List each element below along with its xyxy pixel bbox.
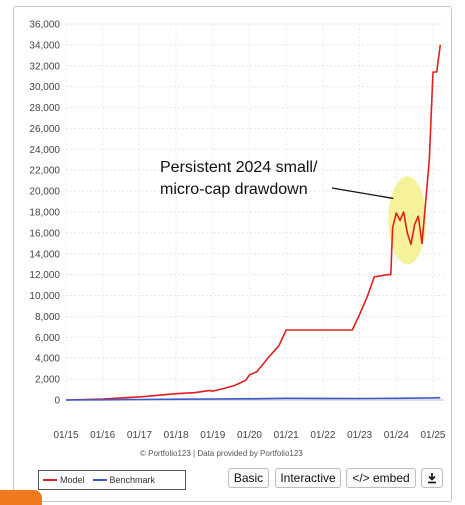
y-tick-label: 20,000	[29, 187, 60, 198]
y-tick-label: 0	[54, 396, 60, 407]
orange-tab[interactable]	[0, 490, 42, 505]
interactive-button[interactable]: Interactive	[275, 468, 341, 488]
x-tick-label: 01/16	[90, 430, 115, 441]
x-tick-label: 01/24	[384, 430, 409, 441]
y-tick-label: 32,000	[29, 61, 60, 72]
embed-button[interactable]: </> embed	[346, 468, 416, 488]
y-axis-ticks: 0 2,000 4,000 6,000 8,000 10,000 12,000 14,000 1…	[29, 20, 60, 407]
y-tick-label: 16,000	[29, 228, 60, 239]
chart-legend: Model Benchmark	[38, 470, 186, 490]
y-tick-label: 14,000	[29, 249, 60, 260]
x-tick-label: 01/22	[310, 430, 335, 441]
x-tick-label: 01/17	[127, 430, 152, 441]
y-tick-label: 12,000	[29, 270, 60, 281]
y-tick-label: 36,000	[29, 20, 60, 31]
legend-label-benchmark: Benchmark	[109, 475, 156, 485]
y-tick-label: 4,000	[35, 354, 60, 365]
legend-swatch-benchmark	[92, 479, 107, 481]
legend-item-model[interactable]: Model	[43, 475, 85, 485]
x-axis-ticks: 01/15 01/16 01/17 01/18 01/19 01/20 01/21 01/22…	[53, 430, 445, 441]
annotation-line-1: Persistent 2024 small/	[160, 159, 318, 176]
basic-button[interactable]: Basic	[228, 468, 269, 488]
legend-swatch-model	[43, 479, 57, 481]
gridlines	[65, 23, 444, 401]
y-tick-label: 34,000	[29, 40, 60, 51]
x-tick-label: 01/20	[237, 430, 262, 441]
annotation-pointer	[331, 187, 394, 200]
x-tick-label: 01/23	[347, 430, 372, 441]
annotation-line-2: micro-cap drawdown	[160, 181, 308, 198]
x-tick-label: 01/25	[420, 430, 445, 441]
download-icon	[428, 473, 436, 484]
x-tick-label: 01/19	[200, 430, 225, 441]
y-tick-label: 8,000	[35, 312, 60, 323]
legend-item-benchmark[interactable]: Benchmark	[92, 475, 156, 485]
y-tick-label: 30,000	[29, 82, 60, 93]
x-tick-label: 01/18	[164, 430, 189, 441]
y-tick-label: 26,000	[29, 124, 60, 135]
y-tick-label: 18,000	[29, 208, 60, 219]
y-tick-label: 10,000	[29, 291, 60, 302]
series-lines	[65, 44, 442, 401]
y-tick-label: 24,000	[29, 145, 60, 156]
y-tick-label: 2,000	[35, 375, 60, 386]
download-button[interactable]	[421, 468, 443, 488]
drawdown-highlight	[388, 176, 427, 265]
y-tick-label: 6,000	[35, 333, 60, 344]
y-tick-label: 28,000	[29, 103, 60, 114]
x-tick-label: 01/15	[53, 430, 78, 441]
y-tick-label: 22,000	[29, 166, 60, 177]
series-line-model[interactable]	[65, 44, 442, 401]
x-tick-label: 01/21	[274, 430, 299, 441]
data-credit: © Portfolio123 | Data provided by Portfo…	[140, 449, 303, 458]
series-line-benchmark[interactable]	[65, 396, 441, 401]
legend-label-model: Model	[60, 475, 85, 485]
